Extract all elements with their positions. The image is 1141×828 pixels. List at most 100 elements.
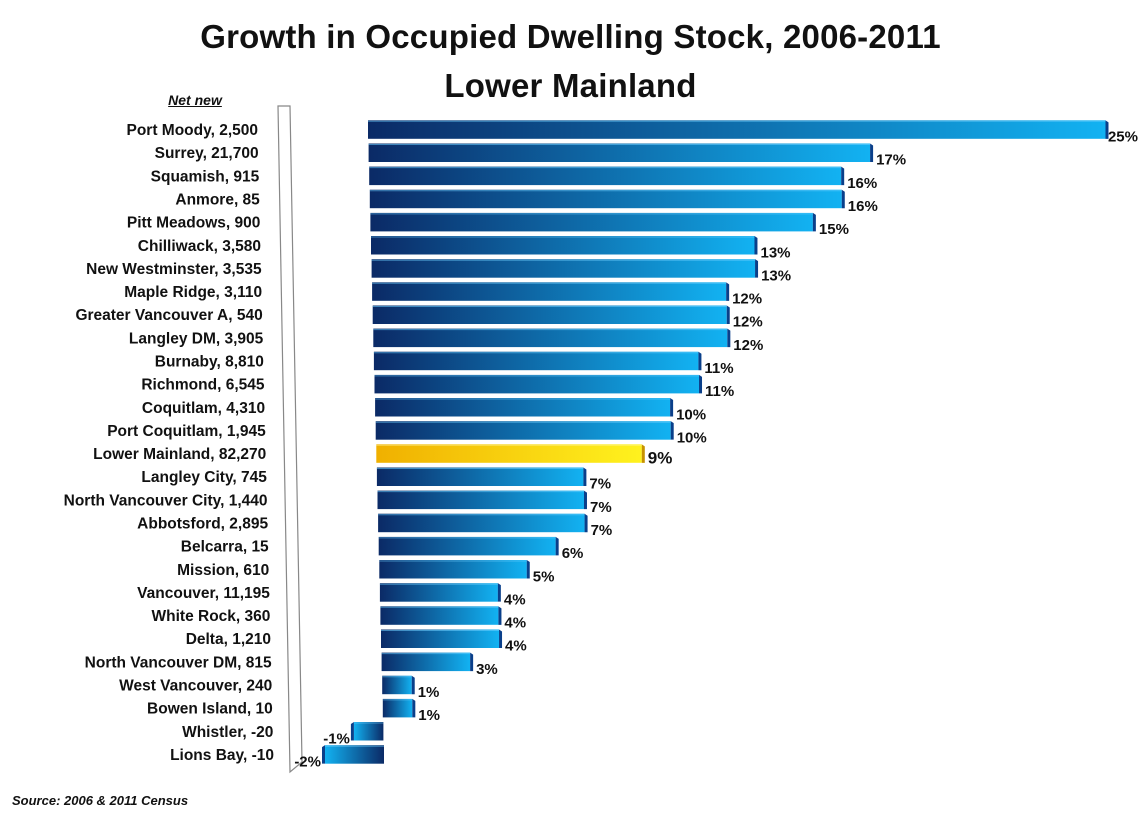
category-label: Burnaby, 8,810 xyxy=(155,354,264,371)
category-label: Vancouver, 11,195 xyxy=(137,585,270,602)
category-label: Mission, 610 xyxy=(177,562,269,579)
bar-cap xyxy=(812,212,816,232)
bar xyxy=(369,189,842,209)
bar xyxy=(374,374,699,394)
value-label: -2% xyxy=(294,753,321,770)
category-label: White Rock, 360 xyxy=(152,608,271,625)
bar-cap xyxy=(583,467,587,486)
bar-cap xyxy=(412,698,416,718)
category-label: Squamish, 915 xyxy=(151,168,260,185)
value-label: 7% xyxy=(591,522,613,539)
value-label: 1% xyxy=(418,684,440,701)
bar xyxy=(369,166,842,186)
value-label: 7% xyxy=(590,499,612,516)
bar xyxy=(382,675,412,695)
bar xyxy=(378,536,556,556)
value-label: 11% xyxy=(705,383,734,400)
category-label: Chilliwack, 3,580 xyxy=(138,238,261,255)
category-label: Maple Ridge, 3,110 xyxy=(124,284,262,301)
axis-wall xyxy=(277,105,303,774)
bar-cap xyxy=(870,143,874,162)
bar xyxy=(372,305,727,324)
category-label: Langley DM, 3,905 xyxy=(129,330,264,347)
value-label: 4% xyxy=(505,638,527,655)
category-label: Lower Mainland, 82,270 xyxy=(93,446,266,463)
value-label: 25% xyxy=(1108,129,1138,146)
bar xyxy=(375,398,671,417)
category-label: Port Coquitlam, 1,945 xyxy=(107,423,266,440)
category-label: Anmore, 85 xyxy=(175,192,260,209)
chart-subtitle: Lower Mainland xyxy=(444,67,697,104)
category-label: Delta, 1,210 xyxy=(186,631,271,648)
category-label: Abbotsford, 2,895 xyxy=(137,516,268,533)
bar-cap xyxy=(583,490,587,510)
value-label: 4% xyxy=(504,591,526,608)
bar xyxy=(368,143,871,162)
value-label: 10% xyxy=(676,406,706,423)
bar-cap xyxy=(498,606,502,625)
bar-cap xyxy=(755,259,759,278)
bar xyxy=(373,351,699,371)
value-label: 3% xyxy=(476,661,498,678)
bar xyxy=(371,236,755,255)
bar-cap xyxy=(670,398,674,417)
bar-cap xyxy=(699,374,703,394)
value-label: 13% xyxy=(761,267,791,284)
category-label: Whistler, -20 xyxy=(182,724,273,741)
value-label: 12% xyxy=(733,314,763,331)
bar-cap xyxy=(526,560,530,579)
category-label: Richmond, 6,545 xyxy=(141,377,265,394)
bar-cap xyxy=(841,166,845,186)
bar-cap xyxy=(411,675,415,695)
bar xyxy=(375,421,671,440)
bar-cap xyxy=(584,513,588,533)
bar xyxy=(373,328,728,348)
bar xyxy=(370,212,813,232)
label-header: Net new xyxy=(168,92,222,108)
bar-cap xyxy=(499,629,503,648)
value-label: 10% xyxy=(677,429,707,446)
value-label: 15% xyxy=(819,221,849,238)
bar-cap xyxy=(641,444,645,463)
value-label: 6% xyxy=(562,545,584,562)
category-label: New Westminster, 3,535 xyxy=(86,261,262,278)
value-label: 11% xyxy=(704,360,733,377)
bar-cap xyxy=(754,236,758,255)
chart-title: Growth in Occupied Dwelling Stock, 2006-… xyxy=(200,18,941,55)
category-label: Pitt Meadows, 900 xyxy=(127,215,261,232)
category-label: Belcarra, 15 xyxy=(181,539,269,556)
bar xyxy=(325,745,384,764)
category-label: North Vancouver City, 1,440 xyxy=(64,492,268,509)
value-label: 16% xyxy=(848,198,878,215)
category-label: Surrey, 21,700 xyxy=(155,145,259,162)
value-label: 5% xyxy=(533,568,555,585)
bar xyxy=(382,698,413,718)
bar-cap xyxy=(670,421,674,440)
value-label: 9% xyxy=(648,449,673,468)
bar xyxy=(372,282,727,301)
value-label: -1% xyxy=(323,730,350,747)
bar-cap xyxy=(350,722,354,741)
value-label: 13% xyxy=(761,244,791,261)
value-label: 1% xyxy=(418,707,440,724)
bar xyxy=(379,583,498,602)
category-label: North Vancouver DM, 815 xyxy=(85,654,272,671)
category-label: Langley City, 745 xyxy=(141,469,267,486)
value-label: 16% xyxy=(847,175,877,192)
value-label: 12% xyxy=(733,337,763,354)
bar-cap xyxy=(1105,120,1109,139)
bar xyxy=(368,120,1106,139)
value-label: 7% xyxy=(589,476,611,493)
value-label: 12% xyxy=(732,291,762,308)
category-label: Greater Vancouver A, 540 xyxy=(75,307,262,324)
category-label: Coquitlam, 4,310 xyxy=(142,400,265,417)
value-label: 17% xyxy=(876,152,906,169)
category-label: West Vancouver, 240 xyxy=(119,678,272,695)
bar-cap xyxy=(555,536,559,556)
source-note: Source: 2006 & 2011 Census xyxy=(12,793,189,808)
bar xyxy=(371,259,756,278)
bar xyxy=(377,490,584,510)
bar-highlight xyxy=(376,444,642,463)
bar-cap xyxy=(497,583,501,602)
